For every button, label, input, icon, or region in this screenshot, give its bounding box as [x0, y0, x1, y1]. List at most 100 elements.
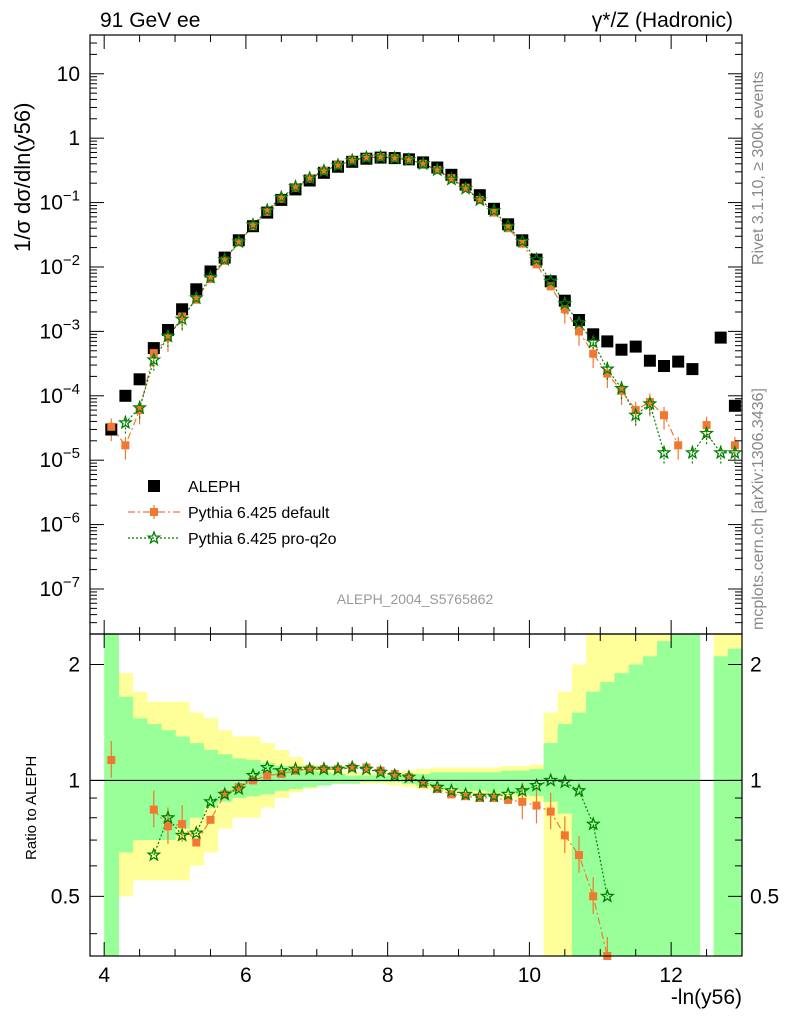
ratio-band-green: [217, 754, 233, 802]
ratio-point-proq2o: [344, 759, 360, 774]
point-proq2o: [500, 218, 516, 233]
ratio-point-default: [419, 779, 428, 788]
ratio-point-proq2o: [500, 786, 516, 801]
point-proq2o: [344, 152, 360, 167]
point-default: [376, 153, 385, 161]
ratio-point-default: [589, 892, 598, 901]
point-default: [674, 441, 683, 450]
point-proq2o: [387, 150, 403, 165]
ratio-point-default: [560, 831, 569, 840]
point-default: [319, 166, 328, 175]
point-default: [362, 153, 371, 162]
series-line-default: [111, 157, 735, 445]
title-right: γ*/Z (Hadronic): [592, 9, 733, 32]
ratio-point-proq2o: [401, 769, 417, 784]
point-proq2o: [571, 315, 587, 330]
main-ytick-label: 10−5: [40, 445, 80, 472]
ratio-point-proq2o: [373, 764, 389, 779]
side-label-rivet: Rivet 3.1.10, ≥ 300k events: [750, 71, 767, 265]
point-proq2o: [132, 399, 148, 415]
point-default: [121, 441, 130, 450]
point-default: [532, 260, 541, 269]
ratio-point-proq2o: [231, 781, 247, 796]
point-proq2o: [401, 152, 417, 167]
point-proq2o: [429, 162, 445, 177]
ratio-point-proq2o: [599, 888, 615, 903]
point-default: [603, 369, 612, 378]
ratio-point-proq2o: [217, 786, 233, 801]
ratio-band-green: [416, 773, 431, 786]
point-default: [461, 183, 470, 192]
point-default: [447, 174, 456, 183]
point-proq2o: [684, 444, 700, 460]
point-default: [220, 256, 229, 265]
ratio-point-default: [447, 790, 456, 799]
series-line-proq2o: [124, 156, 735, 454]
point-default: [348, 156, 357, 165]
ratio-point-proq2o: [273, 762, 289, 778]
point-default: [660, 411, 668, 420]
point-default: [419, 159, 428, 168]
point-default: [560, 305, 569, 314]
point-proq2o: [713, 444, 729, 460]
ratio-point-default: [504, 795, 513, 804]
ratio-point-default: [404, 773, 413, 782]
point-proq2o: [529, 251, 544, 266]
point-proq2o: [699, 425, 715, 440]
ratio-point-proq2o: [174, 827, 190, 842]
ratio-point-proq2o: [160, 809, 176, 825]
ratio-point-default: [234, 783, 243, 792]
point-default: [404, 155, 413, 164]
ratio-ylabel: Ratio to ALEPH: [23, 756, 40, 860]
ratio-band-green: [104, 634, 119, 956]
title-left: 91 GeV ee: [100, 9, 200, 32]
ratio-point-proq2o: [203, 793, 218, 809]
legend-marker-aleph: [148, 480, 160, 492]
ratio-xtick-label: 8: [382, 964, 394, 987]
point-default: [475, 195, 484, 204]
point-default: [234, 238, 243, 247]
ratio-point-default: [362, 763, 371, 772]
point-default: [390, 154, 399, 163]
ratio-xtick-label: 6: [240, 964, 252, 987]
point-default: [178, 312, 187, 321]
point-proq2o: [486, 202, 502, 218]
point-aleph: [601, 335, 614, 348]
point-aleph: [176, 303, 189, 316]
point-aleph: [615, 343, 628, 356]
ratio-xtick-label: 10: [518, 964, 541, 987]
point-aleph: [658, 360, 670, 372]
point-aleph: [119, 389, 132, 402]
point-aleph: [728, 399, 741, 412]
ratio-point-proq2o: [188, 825, 204, 840]
ratio-ytick-label-right: 0.5: [750, 885, 779, 908]
point-proq2o: [188, 290, 204, 305]
point-default: [263, 207, 272, 216]
point-default: [291, 183, 300, 192]
main-ytick-label: 10: [57, 63, 80, 86]
analysis-label: ALEPH_2004_S5765862: [337, 591, 494, 607]
ratio-point-proq2o: [316, 761, 332, 776]
ratio-band-green: [543, 743, 559, 802]
ratio-point-default: [107, 756, 116, 764]
point-aleph: [190, 283, 203, 296]
ratio-ytick-label-left: 0.5: [51, 885, 80, 908]
legend-marker-proq2o: [146, 530, 162, 545]
point-proq2o: [727, 444, 743, 460]
point-proq2o: [146, 352, 162, 367]
point-proq2o: [330, 157, 346, 172]
point-proq2o: [415, 155, 431, 171]
point-default: [192, 295, 201, 304]
ratio-band-green: [600, 682, 616, 956]
ratio-point-proq2o: [486, 788, 502, 803]
ratio-point-default: [220, 790, 229, 799]
point-default: [645, 398, 654, 406]
ratio-point-proq2o: [529, 777, 544, 792]
ratio-band-green: [316, 772, 332, 786]
point-proq2o: [443, 171, 459, 186]
point-proq2o: [245, 217, 261, 232]
point-proq2o: [316, 163, 332, 178]
ratio-point-default: [178, 820, 187, 829]
ratio-band-green: [713, 656, 729, 956]
main-ytick-label: 10−4: [40, 381, 80, 408]
